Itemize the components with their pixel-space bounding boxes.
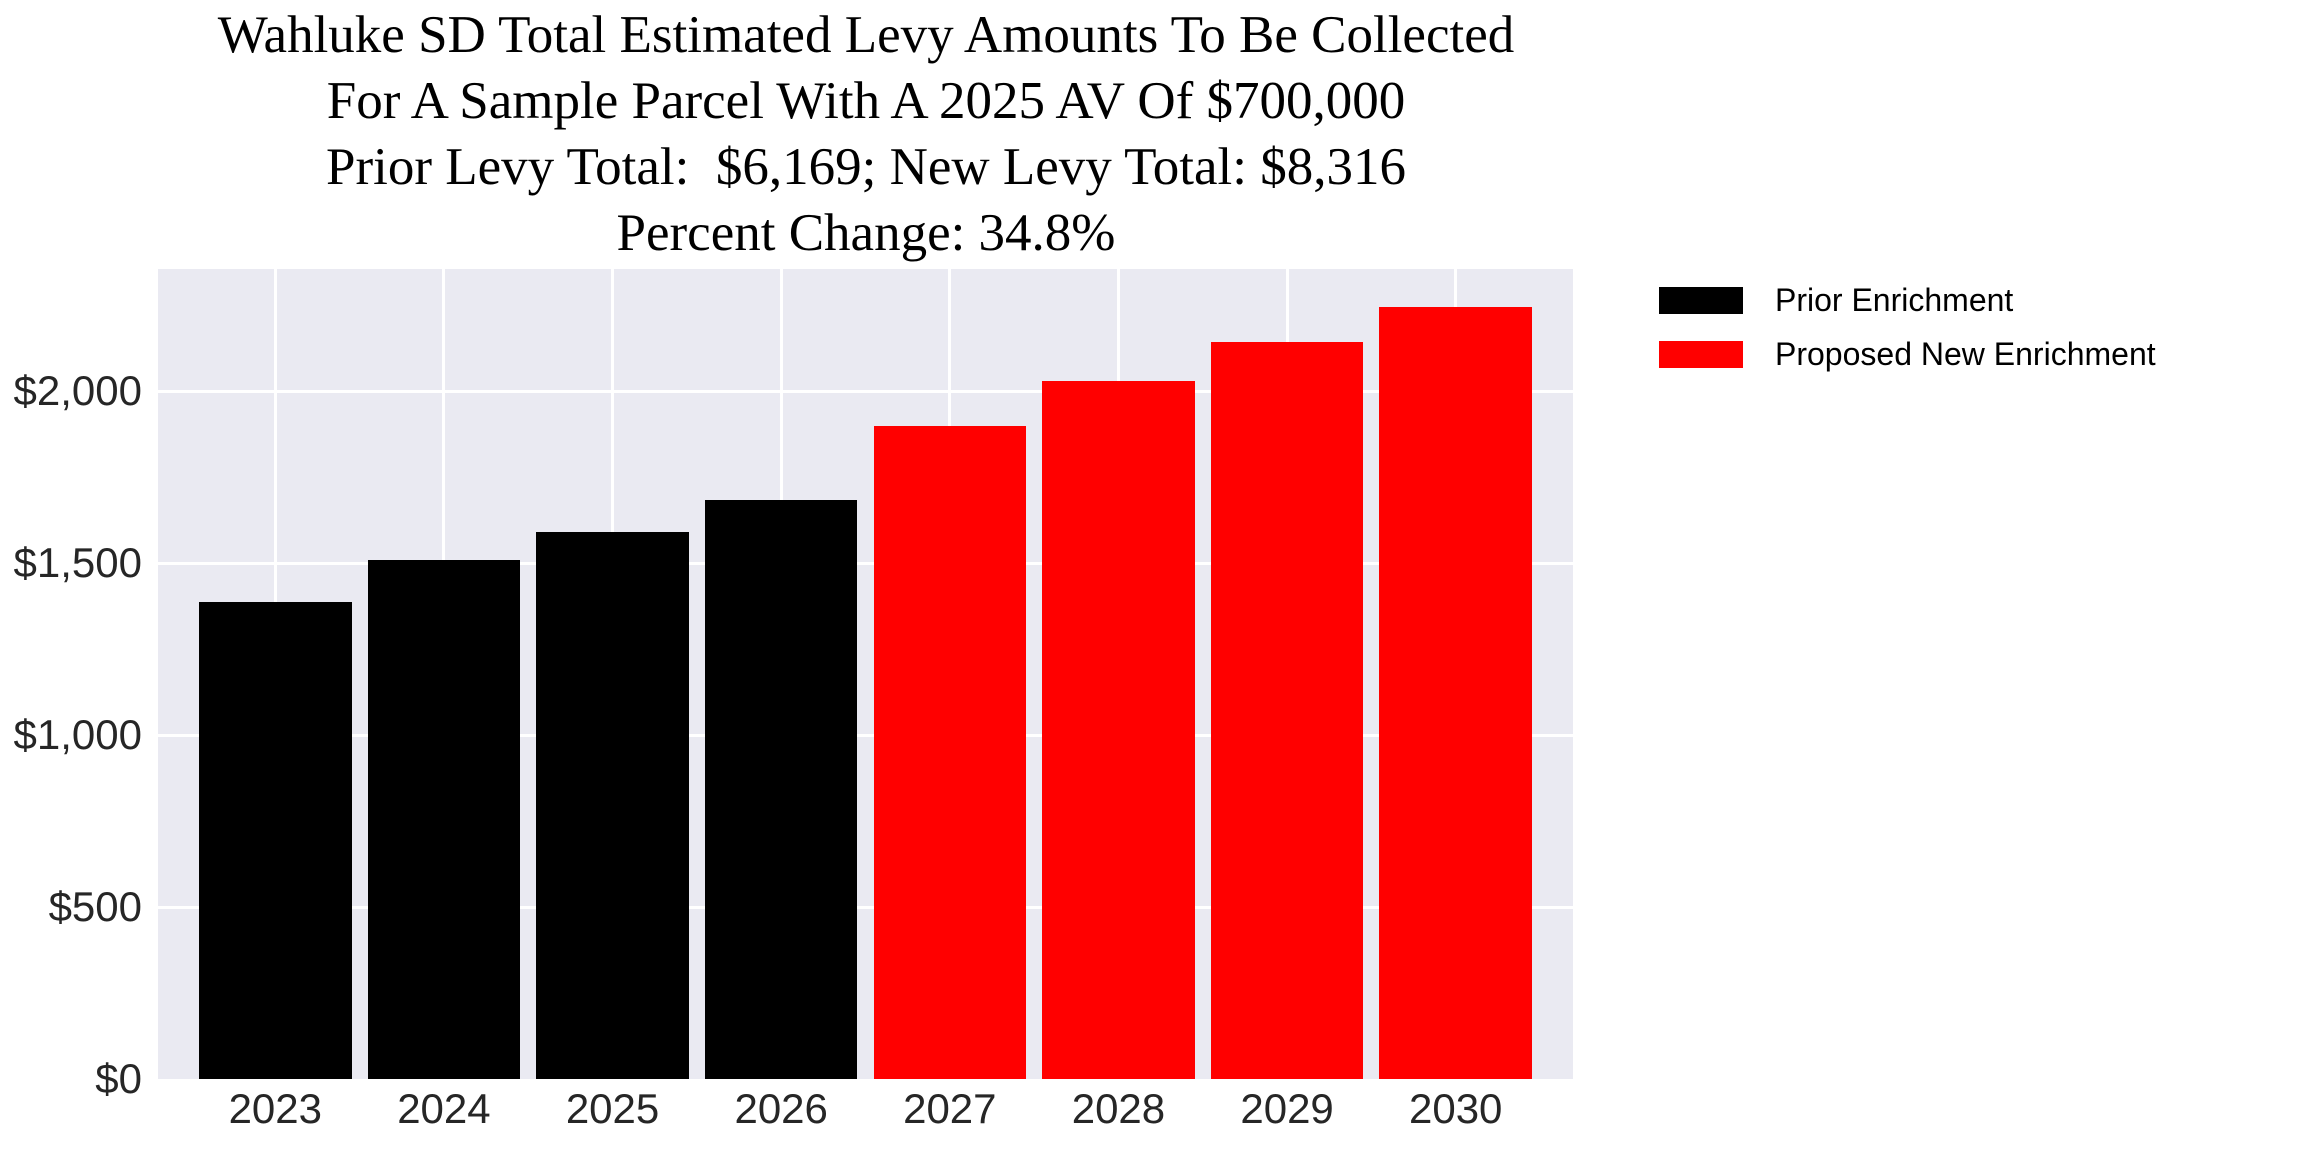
x-tick-label: 2029 xyxy=(1240,1085,1334,1132)
x-tick-label: 2026 xyxy=(734,1085,828,1132)
x-tick-label: 2030 xyxy=(1408,1085,1503,1132)
bar-2029 xyxy=(1210,342,1364,1079)
x-tick-label: 2024 xyxy=(397,1085,491,1132)
bar-2030 xyxy=(1379,306,1532,1079)
bar-2025 xyxy=(536,532,689,1079)
bar-2027 xyxy=(873,425,1027,1079)
bar-2026 xyxy=(704,499,858,1079)
legend: Prior Enrichment Proposed New Enrichment xyxy=(1659,282,2279,392)
legend-label: Prior Enrichment xyxy=(1775,282,2014,318)
title-line-1: Wahluke SD Total Estimated Levy Amounts … xyxy=(217,6,1515,64)
y-tick-label: $2,000 xyxy=(13,367,142,415)
h-gridline xyxy=(158,389,1573,393)
y-tick-label: $1,500 xyxy=(13,539,142,587)
x-tick-label: 2023 xyxy=(228,1085,323,1132)
bar-2023 xyxy=(199,602,352,1079)
x-tick-label: 2025 xyxy=(565,1085,660,1132)
legend-swatch xyxy=(1659,341,1743,368)
legend-row: Prior Enrichment xyxy=(1659,282,2279,318)
y-tick-label: $500 xyxy=(48,883,142,931)
bar-2028 xyxy=(1042,381,1195,1079)
h-gridline xyxy=(158,905,1573,909)
title-line-3: Prior Levy Total: $6,169; New Levy Total… xyxy=(326,138,1406,196)
title-line-4: Percent Change: 34.8% xyxy=(616,204,1116,262)
legend-row: Proposed New Enrichment xyxy=(1659,336,2279,372)
h-gridline xyxy=(158,733,1573,737)
chart-title: Wahluke SD Total Estimated Levy Amounts … xyxy=(0,2,1732,266)
legend-swatch xyxy=(1659,287,1743,314)
x-tick-label: 2028 xyxy=(1071,1085,1166,1132)
x-tick-label: 2027 xyxy=(903,1085,997,1132)
y-tick-label: $0 xyxy=(95,1055,142,1102)
legend-label: Proposed New Enrichment xyxy=(1775,336,2156,372)
bar-2024 xyxy=(367,559,521,1079)
y-tick-label: $1,000 xyxy=(13,711,142,759)
plot-area xyxy=(158,269,1573,1079)
h-gridline xyxy=(158,561,1573,565)
title-line-2: For A Sample Parcel With A 2025 AV Of $7… xyxy=(326,72,1406,130)
